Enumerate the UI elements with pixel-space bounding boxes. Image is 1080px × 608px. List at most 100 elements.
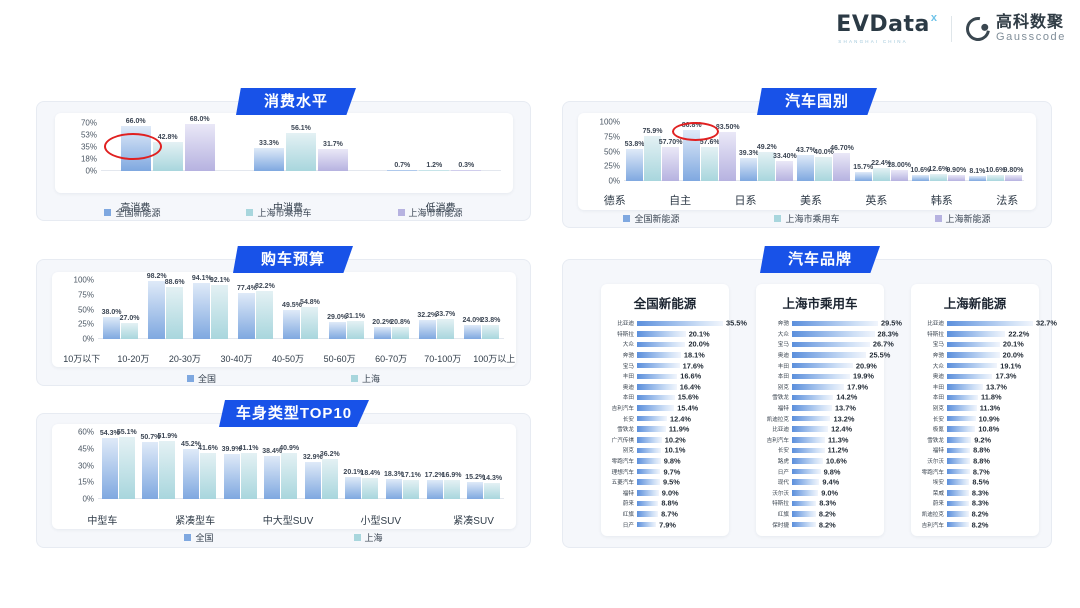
brand-row[interactable]: 长安 12.4%	[601, 413, 723, 424]
brand-row[interactable]: 凯迪拉克 8.2%	[911, 509, 1033, 520]
bar[interactable]: 9.90%	[946, 167, 966, 181]
bar[interactable]: 46.70%	[830, 145, 854, 181]
bar[interactable]: 68.0%	[184, 116, 215, 171]
bar[interactable]: 1.2%	[419, 162, 450, 171]
bar[interactable]: 31.1%	[345, 313, 365, 339]
brand-row[interactable]: 大众 28.3%	[756, 329, 899, 340]
bar[interactable]: 92.1%	[210, 277, 230, 339]
brand-row[interactable]: 吉利汽车 8.2%	[911, 519, 1033, 530]
bar[interactable]: 10.6%	[985, 167, 1005, 181]
bar[interactable]: 33.7%	[435, 311, 455, 339]
brand-row[interactable]: 吉利汽车 15.4%	[601, 403, 723, 414]
bar[interactable]: 39.9%	[222, 446, 242, 499]
brand-row[interactable]: 理想汽车 9.7%	[601, 466, 723, 477]
brand-row[interactable]: 沃尔沃 8.8%	[911, 456, 1033, 467]
bar[interactable]: 36.2%	[320, 451, 340, 499]
brand-row[interactable]: 雪铁龙 9.2%	[911, 435, 1033, 446]
bar[interactable]: 56.1%	[285, 125, 316, 171]
bar[interactable]: 41.1%	[239, 445, 259, 499]
brand-row[interactable]: 本田 19.9%	[756, 371, 878, 382]
bar[interactable]: 49.2%	[757, 144, 777, 181]
brand-row[interactable]: 特斯拉 8.3%	[756, 498, 878, 509]
brand-row[interactable]: 沃尔沃 9.0%	[756, 488, 878, 499]
brand-row[interactable]: 本田 11.8%	[911, 392, 1033, 403]
bar[interactable]: 22.4%	[871, 160, 891, 181]
brand-row[interactable]: 比亚迪 12.4%	[756, 424, 878, 435]
bar[interactable]: 51.9%	[157, 433, 177, 499]
brand-row[interactable]: 零跑汽车 8.7%	[911, 466, 1033, 477]
brand-row[interactable]: 比亚迪 32.7%	[911, 318, 1057, 329]
brand-row[interactable]: 宝马 26.7%	[756, 339, 894, 350]
bar[interactable]: 54.8%	[300, 299, 320, 339]
brand-row[interactable]: 蔚来 8.3%	[911, 498, 1033, 509]
bar[interactable]: 75.9%	[643, 128, 662, 181]
bar[interactable]: 57.70%	[659, 139, 682, 181]
brand-row[interactable]: 宝马 17.6%	[601, 360, 723, 371]
bar[interactable]: 40.9%	[279, 445, 299, 499]
bar[interactable]: 20.8%	[390, 319, 410, 339]
bar[interactable]: 18.4%	[360, 470, 380, 499]
brand-row[interactable]: 奥迪 25.5%	[756, 350, 891, 361]
bar[interactable]: 49.5%	[282, 302, 302, 339]
bar[interactable]: 33.40%	[773, 153, 797, 181]
brand-row[interactable]: 别克 11.3%	[911, 403, 1033, 414]
bar[interactable]: 54.3%	[100, 430, 120, 499]
bar[interactable]: 18.00%	[887, 162, 911, 181]
brand-row[interactable]: 雪铁龙 14.2%	[756, 392, 878, 403]
brand-row[interactable]: 凯迪拉克 13.2%	[756, 413, 878, 424]
brand-row[interactable]: 别克 10.1%	[601, 445, 723, 456]
brand-row[interactable]: 长安 10.9%	[911, 413, 1033, 424]
legend-item[interactable]: 上海市乘用车	[774, 212, 840, 225]
brand-row[interactable]: 日产 7.9%	[601, 519, 723, 530]
brand-row[interactable]: 极氪 10.8%	[911, 424, 1033, 435]
brand-row[interactable]: 零跑汽车 9.8%	[601, 456, 723, 467]
legend-item[interactable]: 全国新能源	[104, 206, 160, 219]
bar[interactable]: 20.2%	[372, 319, 392, 339]
brand-row[interactable]: 长安 11.2%	[756, 445, 878, 456]
bar[interactable]: 57.6%	[700, 139, 720, 181]
bar[interactable]: 82.2%	[255, 283, 275, 339]
legend-item[interactable]: 全国	[186, 372, 216, 385]
bar[interactable]: 20.1%	[343, 469, 363, 499]
bar[interactable]: 31.7%	[317, 141, 348, 171]
bar[interactable]: 50.7%	[140, 434, 160, 499]
bar[interactable]: 39.3%	[739, 150, 759, 181]
bar[interactable]: 40.0%	[814, 149, 834, 181]
brand-row[interactable]: 日产 9.8%	[756, 466, 878, 477]
legend-item[interactable]: 全国新能源	[623, 212, 679, 225]
brand-row[interactable]: 大众 20.0%	[601, 339, 723, 350]
bar[interactable]: 12.6%	[928, 166, 948, 181]
legend-item[interactable]: 上海市乘用车	[246, 206, 312, 219]
brand-row[interactable]: 特斯拉 20.1%	[601, 329, 723, 340]
bar[interactable]: 66.0%	[120, 118, 151, 171]
brand-row[interactable]: 福特 8.8%	[911, 445, 1033, 456]
bar[interactable]: 55.1%	[117, 429, 137, 499]
bar[interactable]: 9.80%	[1003, 167, 1023, 181]
bar[interactable]: 27.0%	[120, 315, 139, 339]
bar[interactable]: 23.8%	[480, 317, 500, 339]
brand-row[interactable]: 保时捷 8.2%	[756, 519, 878, 530]
brand-row[interactable]: 奥迪 16.4%	[601, 382, 723, 393]
bar[interactable]: 32.9%	[303, 454, 323, 499]
bar[interactable]: 98.2%	[147, 273, 167, 339]
brand-row[interactable]: 福特 13.7%	[756, 403, 878, 414]
brand-row[interactable]: 蔚来 8.8%	[601, 498, 723, 509]
bar[interactable]: 86.8%	[682, 122, 702, 181]
legend-item[interactable]: 上海市新能源	[397, 206, 463, 219]
bar[interactable]: 38.4%	[262, 448, 282, 499]
legend-item[interactable]: 上海	[351, 372, 380, 385]
brand-row[interactable]: 大众 19.1%	[911, 360, 1033, 371]
brand-row[interactable]: 奥迪 17.3%	[911, 371, 1033, 382]
bar[interactable]: 17.1%	[401, 472, 421, 499]
brand-row[interactable]: 本田 15.6%	[601, 392, 723, 403]
brand-row[interactable]: 路虎 10.6%	[756, 456, 878, 467]
bar[interactable]: 45.2%	[181, 441, 201, 499]
brand-row[interactable]: 奔驰 29.5%	[756, 318, 902, 329]
bar[interactable]: 10.6%	[910, 167, 930, 181]
bar[interactable]: 53.8%	[625, 141, 644, 181]
bar[interactable]: 42.8%	[152, 134, 183, 171]
brand-row[interactable]: 宝马 20.1%	[911, 339, 1033, 350]
bar[interactable]: 15.2%	[465, 474, 485, 499]
bar[interactable]: 17.2%	[425, 472, 444, 499]
brand-row[interactable]: 丰田 13.7%	[911, 382, 1033, 393]
